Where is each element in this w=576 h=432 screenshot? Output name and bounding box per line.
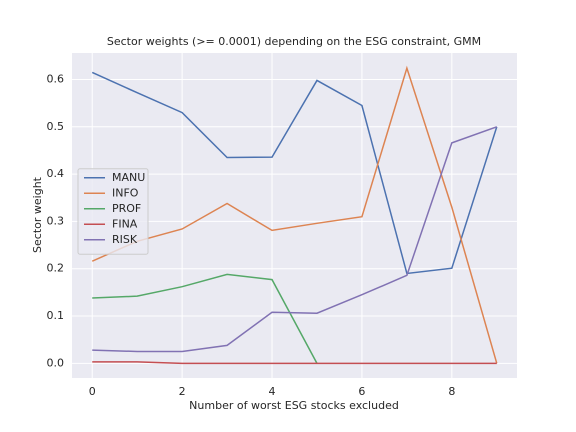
y-axis-label: Sector weight [31,176,44,253]
chart-title: Sector weights (>= 0.0001) depending on … [107,35,481,48]
legend-box [77,168,149,255]
legend-label: FINA [112,217,138,230]
series-line [91,65,498,364]
legend-label: PROF [112,202,141,215]
legend-label: RISK [112,233,138,246]
y-tick-label: 0.3 [47,214,65,227]
x-axis-label: Number of worst ESG stocks excluded [189,399,399,412]
y-tick-label: 0.4 [47,167,65,180]
series-line [91,71,498,275]
legend-label: INFO [112,186,139,199]
y-tick-label: 0.6 [47,72,65,85]
x-tick-label: 0 [89,385,96,398]
x-tick-label: 8 [448,385,455,398]
y-tick-label: 0.2 [47,262,65,275]
y-tick-label: 0.5 [47,120,65,133]
series-line [92,126,498,353]
x-tick-label: 4 [269,385,276,398]
y-tick-label: 0.0 [47,356,65,369]
series-line [92,361,497,365]
x-tick-label: 6 [358,385,365,398]
y-tick-label: 0.1 [47,309,65,322]
series-line [92,273,318,364]
x-tick-label: 2 [179,385,186,398]
legend-label: MANU [112,171,145,184]
